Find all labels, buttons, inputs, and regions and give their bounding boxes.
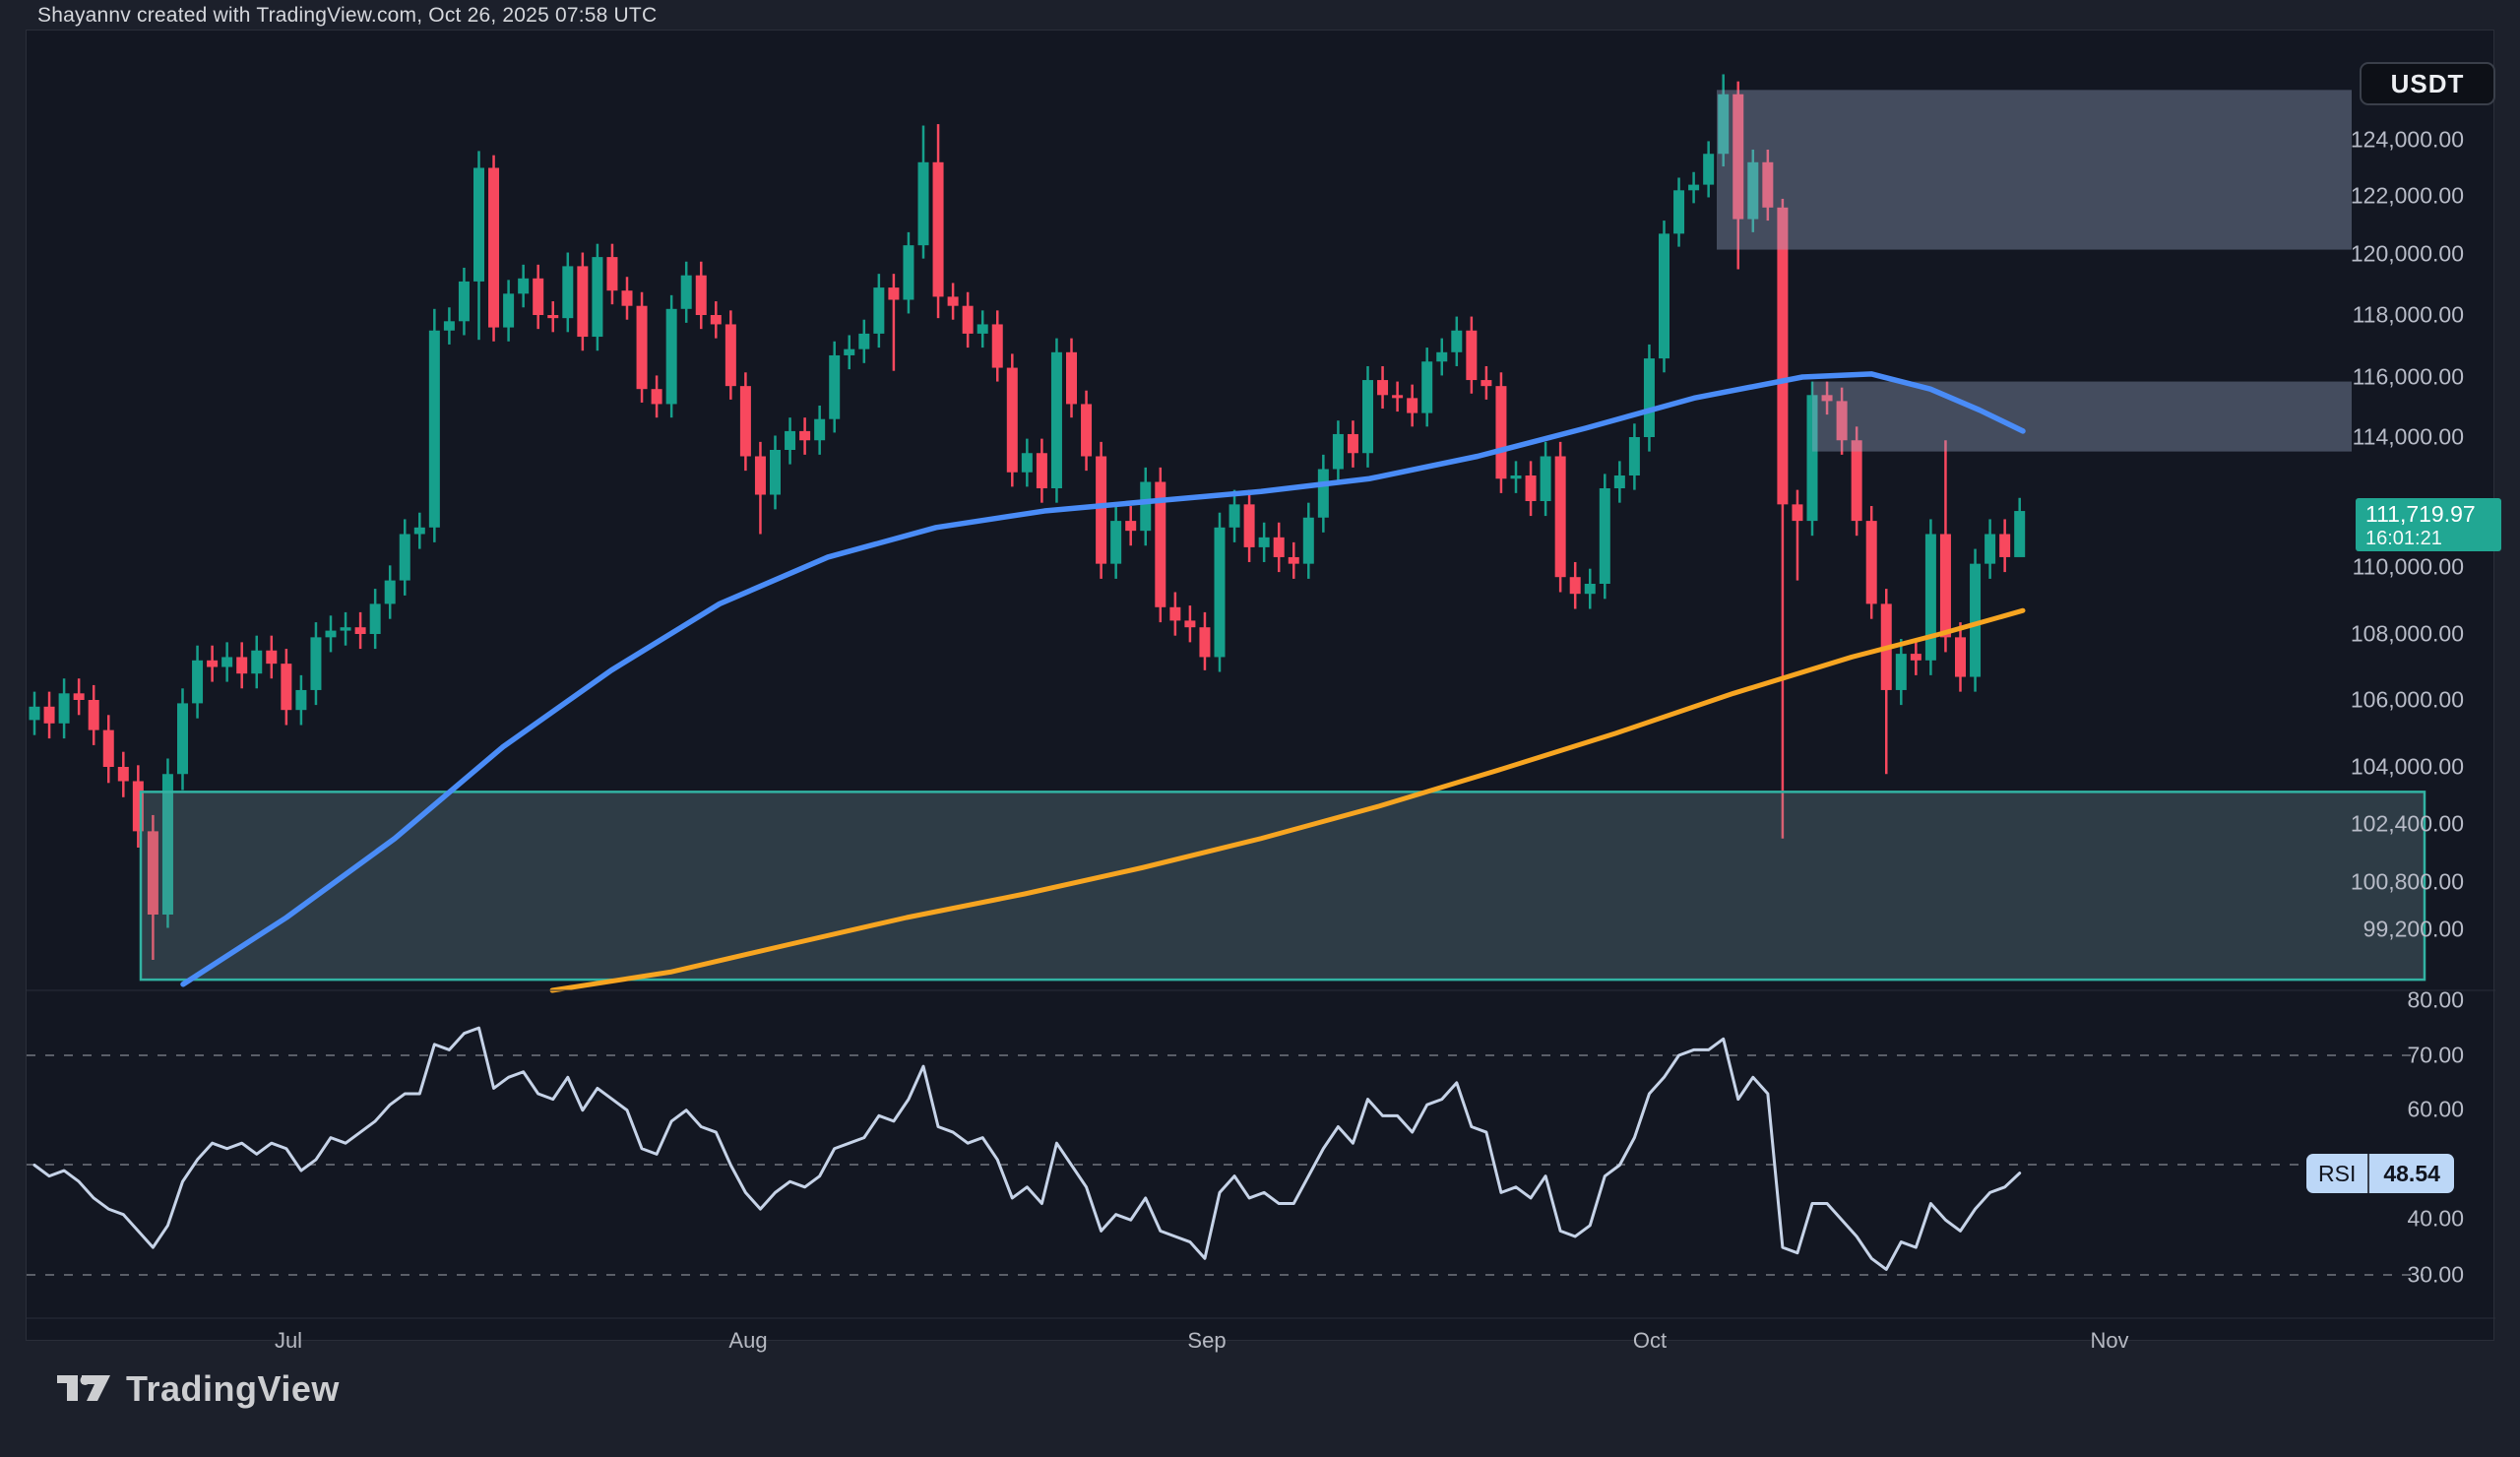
price-axis-label: 100,800.00 [2350, 868, 2464, 895]
resistance-lower-zone [1812, 381, 2352, 452]
last-price-badge: 111,719.97 16:01:21 [2356, 498, 2501, 551]
last-price-value: 111,719.97 [2365, 501, 2476, 527]
price-axis-label: 120,000.00 [2350, 240, 2464, 267]
price-axis-label: 104,000.00 [2350, 753, 2464, 780]
price-axis-label: 106,000.00 [2350, 686, 2464, 713]
resistance-upper-zone [1717, 90, 2352, 250]
time-axis-label: Sep [1187, 1328, 1227, 1353]
time-axis-label: Oct [1632, 1328, 1668, 1353]
rsi-axis-label: 40.00 [2407, 1205, 2464, 1232]
time-axis-label: Nov [2090, 1328, 2129, 1353]
price-axis-label: 102,400.00 [2350, 810, 2464, 837]
candlestick-chart-canvas[interactable] [27, 31, 2495, 1342]
price-axis-label: 108,000.00 [2350, 620, 2464, 647]
rsi-axis-label: 70.00 [2407, 1042, 2464, 1068]
rsi-value-badge: RSI 48.54 [2306, 1154, 2454, 1193]
time-axis-label: Jul [274, 1328, 303, 1353]
tradingview-logo-icon [57, 1375, 110, 1401]
rsi-value: 48.54 [2383, 1160, 2440, 1186]
support-zone-zone [139, 791, 2426, 982]
price-axis-label: 124,000.00 [2350, 126, 2464, 153]
time-axis-label: Aug [728, 1328, 768, 1353]
chart-panel[interactable]: 124,000.00 122,000.00 120,000.00 118,000.00… [26, 30, 2501, 1353]
quote-currency-badge: USDT [2360, 62, 2495, 105]
price-axis-label: 116,000.00 [2352, 363, 2464, 390]
tradingview-logo[interactable]: TradingView [57, 1368, 340, 1410]
rsi-axis-label: 60.00 [2407, 1096, 2464, 1122]
rsi-label: RSI [2306, 1154, 2370, 1193]
bar-countdown: 16:01:21 [2365, 528, 2442, 549]
price-axis-label: 110,000.00 [2352, 553, 2464, 580]
price-axis-label: 99,200.00 [2362, 916, 2464, 942]
price-axis-label: 122,000.00 [2350, 182, 2464, 209]
price-axis-label: 118,000.00 [2352, 301, 2464, 328]
top-attribution-bar: Shayannv created with TradingView.com, O… [0, 0, 2520, 30]
price-axis-label: 114,000.00 [2352, 423, 2464, 450]
attribution-text: Shayannv created with TradingView.com, O… [37, 4, 658, 27]
rsi-axis-label: 80.00 [2407, 986, 2464, 1013]
tradingview-logo-text: TradingView [126, 1368, 340, 1409]
bottom-bar: TradingView [0, 1341, 2520, 1457]
rsi-axis-label: 30.00 [2407, 1261, 2464, 1288]
